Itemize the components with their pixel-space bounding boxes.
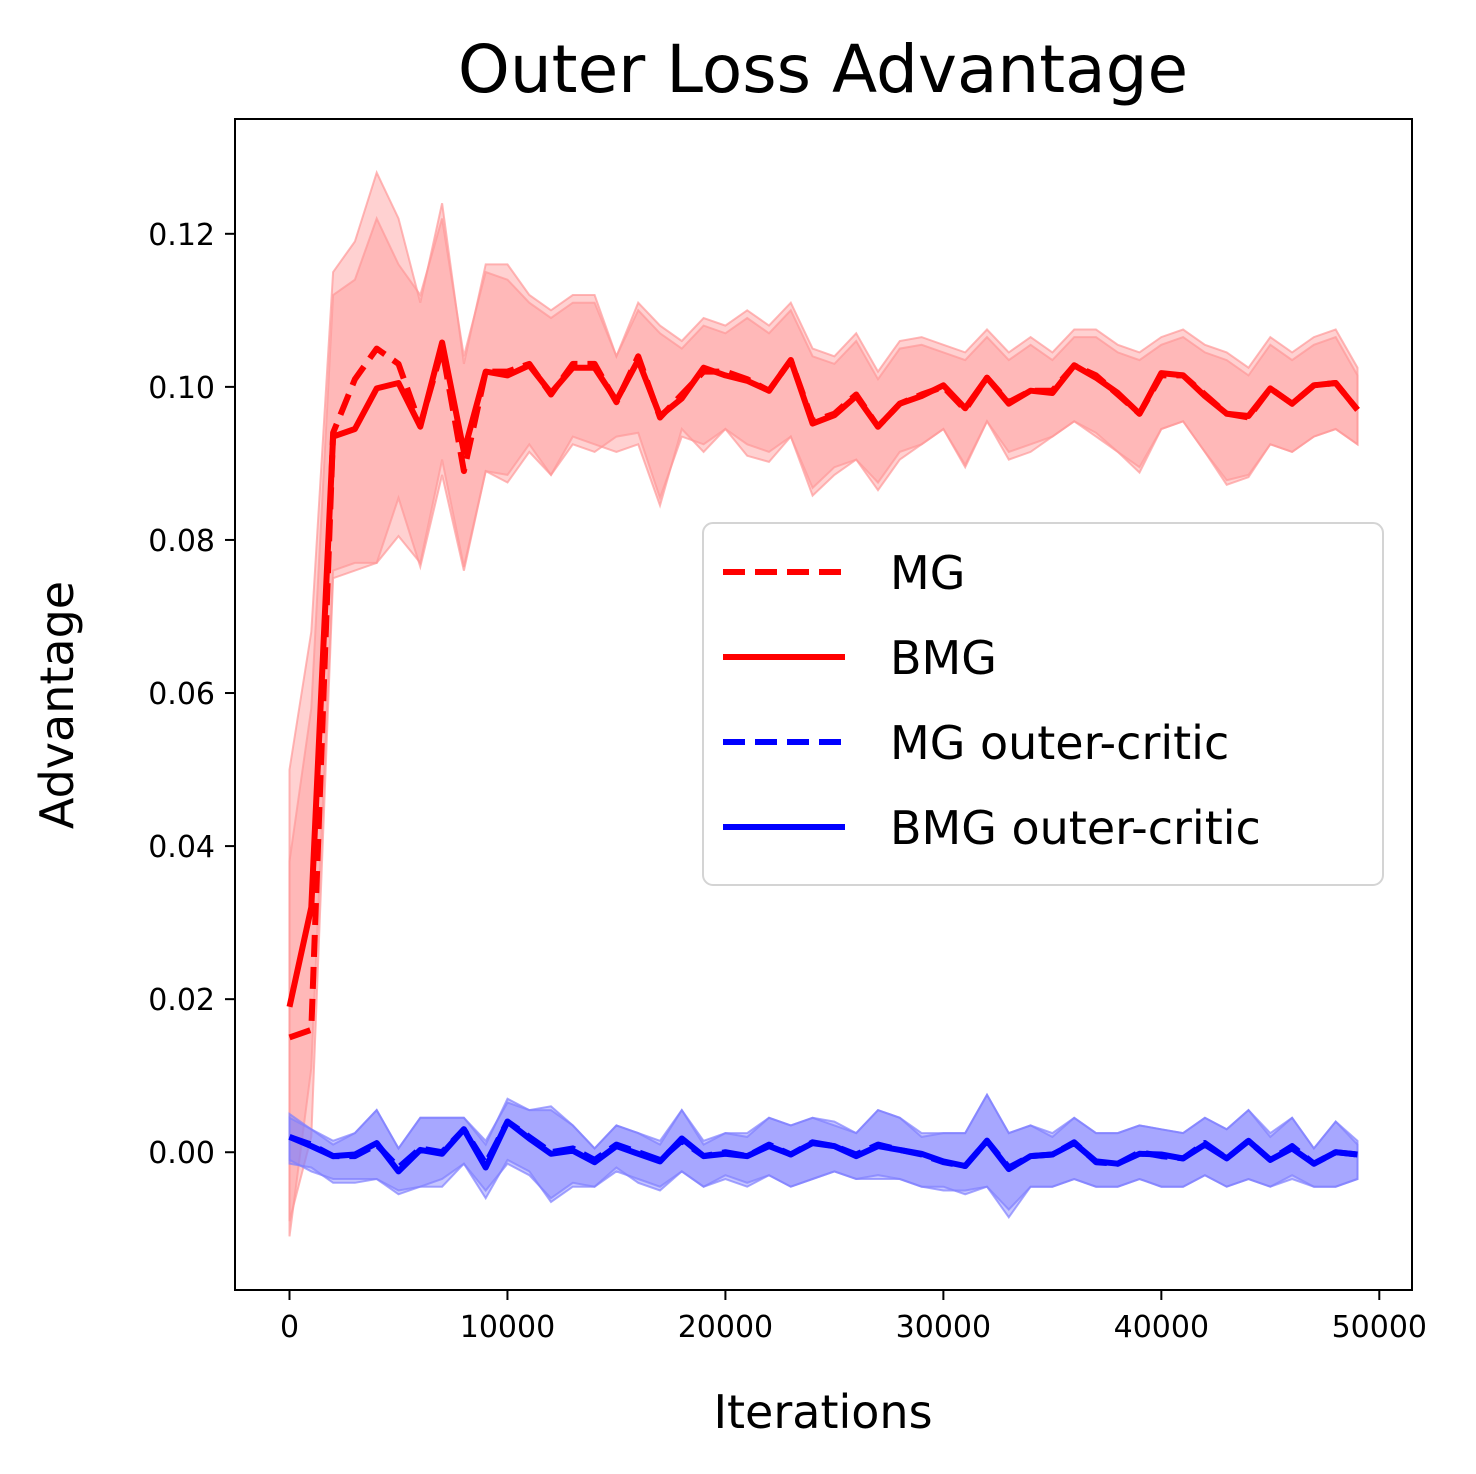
- plot-frame: [234, 118, 1413, 1291]
- x-axis-label: Iterations: [713, 1385, 932, 1439]
- y-axis-label: Advantage: [30, 581, 84, 829]
- legend-label: MG outer-critic: [890, 716, 1229, 770]
- line-series-3: [288, 1118, 1358, 1175]
- x-axis-ticks: 0 10000 20000 30000 40000 50000: [280, 1290, 1427, 1345]
- band-series-3: [288, 1092, 1359, 1220]
- legend-box: [702, 522, 1384, 886]
- y-tick-label: 0.12: [148, 218, 215, 253]
- legend-label: BMG: [890, 631, 997, 685]
- y-tick-label: 0.08: [148, 524, 215, 559]
- x-tick-label: 40000: [1114, 1310, 1209, 1345]
- y-tick-label: 0.06: [148, 677, 215, 712]
- y-tick-label: 0.10: [148, 371, 215, 406]
- y-tick-label: 0.00: [148, 1136, 215, 1171]
- x-tick-label: 30000: [896, 1310, 991, 1345]
- series-lines: [286, 339, 1360, 1175]
- chart-title: Outer Loss Advantage: [458, 31, 1188, 108]
- x-tick-label: 20000: [678, 1310, 773, 1345]
- y-axis-ticks: 0.00 0.02 0.04 0.06 0.08 0.10 0.12: [148, 218, 235, 1171]
- legend-label: BMG outer-critic: [890, 801, 1261, 855]
- line-series-1: [286, 339, 1360, 1008]
- y-tick-label: 0.04: [148, 830, 215, 865]
- x-tick-label: 0: [280, 1310, 299, 1345]
- x-tick-label: 50000: [1332, 1310, 1427, 1345]
- legend-label: MG: [890, 546, 965, 600]
- x-tick-label: 10000: [460, 1310, 555, 1345]
- legend: MG BMG MG outer-critic BMG outer-critic: [702, 522, 1384, 886]
- y-tick-label: 0.02: [148, 983, 215, 1018]
